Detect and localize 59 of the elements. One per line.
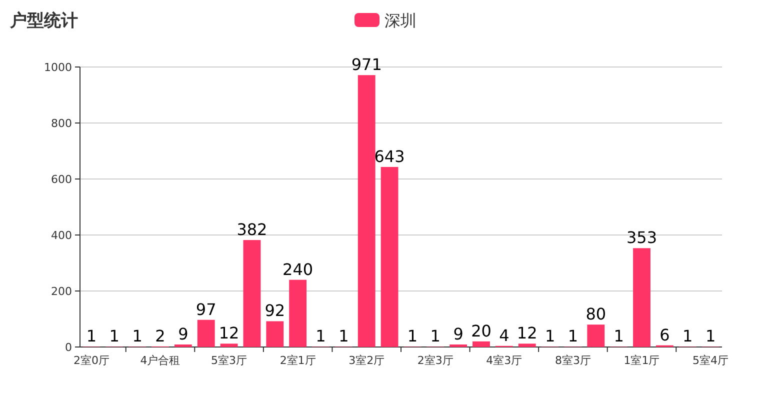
bar [289, 280, 307, 347]
data-label: 12 [218, 324, 240, 343]
data-label: 2 [155, 326, 166, 346]
x-tick-label: 3室2厅 [348, 354, 385, 367]
bar [380, 166, 398, 347]
data-label: 971 [351, 55, 382, 74]
data-label: 1 [86, 326, 97, 346]
data-label: 353 [626, 228, 658, 248]
data-label: 12 [516, 324, 538, 343]
bar [358, 75, 376, 347]
data-label: 1 [682, 326, 693, 346]
data-label: 9 [178, 324, 188, 344]
data-label: 1 [544, 326, 556, 346]
y-tick-label: 1000 [44, 61, 72, 74]
data-label: 1 [109, 326, 120, 346]
x-tick-label: 8室3厅 [554, 354, 591, 367]
x-tick-label: 5室4厅 [692, 354, 729, 367]
x-tick-label: 2室1厅 [280, 354, 316, 367]
chart-title: 户型统计 [9, 11, 78, 31]
bar [197, 320, 215, 347]
y-tick-label: 600 [51, 173, 72, 186]
y-tick-label: 800 [51, 117, 72, 130]
bar [472, 341, 490, 347]
bar [450, 344, 468, 347]
bar [243, 240, 261, 347]
x-tick-label: 2室0厅 [73, 354, 110, 367]
data-label: 1 [568, 326, 578, 346]
data-label: 1 [407, 326, 418, 346]
data-label: 80 [586, 304, 606, 324]
data-label: 92 [264, 301, 286, 320]
data-label: 1 [705, 326, 716, 346]
data-label: 1 [316, 326, 326, 346]
bar [266, 321, 284, 347]
x-tick-label: 5室3厅 [211, 354, 248, 367]
data-label: 9 [453, 324, 464, 344]
data-label: 6 [660, 325, 670, 344]
x-tick-label: 1室1厅 [624, 354, 660, 367]
data-label: 382 [236, 220, 268, 240]
bar [518, 344, 536, 347]
data-label: 643 [374, 146, 405, 166]
data-label: 4 [499, 326, 510, 345]
y-tick-label: 0 [65, 341, 72, 354]
y-tick-label: 200 [51, 285, 72, 298]
data-label: 20 [471, 321, 492, 340]
x-tick-label: 4室3厅 [486, 354, 522, 367]
x-tick-label: 4户合租 [140, 354, 180, 367]
bar [587, 324, 605, 347]
legend-label: 深圳 [384, 11, 416, 30]
bar [220, 344, 238, 347]
y-tick-label: 400 [51, 229, 72, 242]
x-tick-label: 2室3厅 [417, 354, 454, 367]
data-label: 1 [132, 326, 142, 346]
data-label: 1 [430, 326, 440, 346]
data-label: 97 [196, 300, 216, 319]
data-label: 1 [338, 326, 349, 346]
data-label: 1 [614, 326, 624, 346]
bar [633, 248, 650, 347]
bar [174, 344, 192, 347]
data-label: 240 [282, 260, 314, 279]
